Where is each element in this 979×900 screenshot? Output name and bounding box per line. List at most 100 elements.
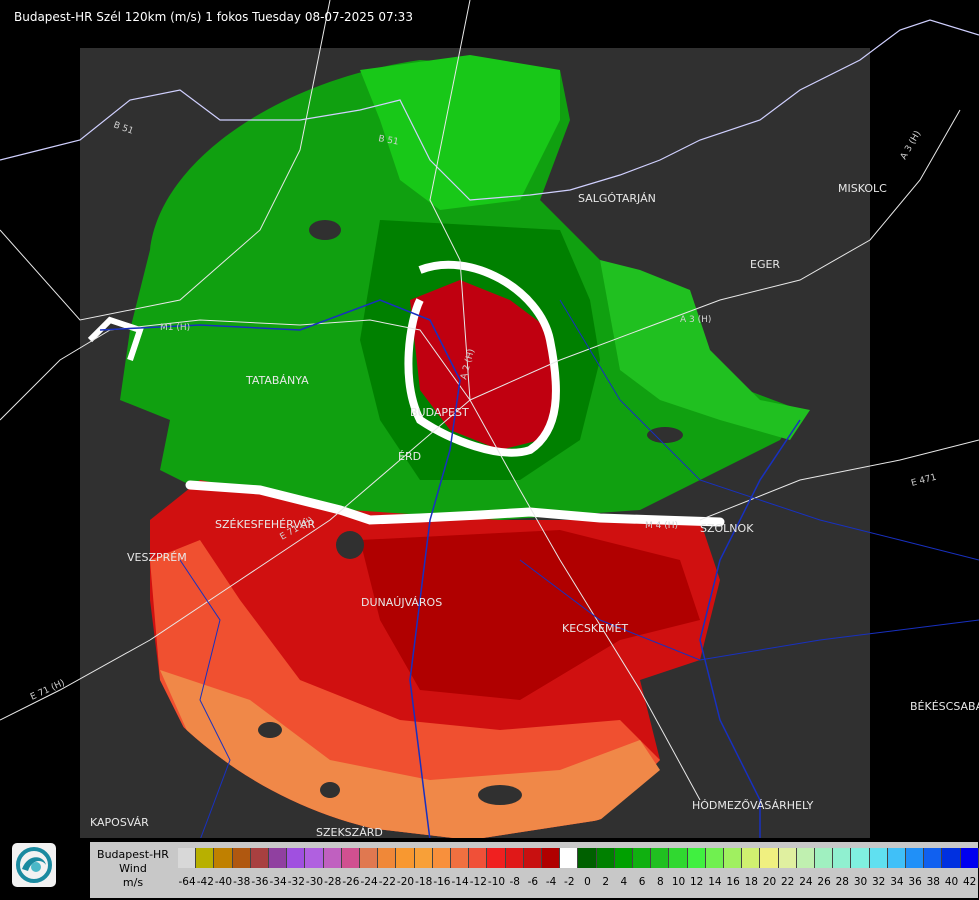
legend-swatch	[633, 848, 652, 868]
legend-tick-label: -12	[469, 876, 487, 888]
echo-green-bright	[360, 55, 560, 210]
legend-title-line: m/s	[122, 876, 144, 889]
legend-tick-label: -26	[342, 876, 360, 888]
legend-swatch	[578, 848, 597, 868]
legend-swatch	[687, 848, 706, 868]
legend-tick-label: 4	[620, 876, 628, 888]
legend-swatch	[906, 848, 925, 868]
no-echo-patch	[336, 531, 364, 559]
legend-tick-label: 6	[638, 876, 646, 888]
city-label-miskolc: MISKOLC	[838, 182, 887, 195]
color-legend: Budapest-HR Wind m/s -64 -42 -40 -38 -36 -34-…	[90, 842, 979, 898]
legend-swatch	[560, 848, 579, 868]
legend-swatch	[232, 848, 251, 868]
legend-tick-label: 18	[744, 876, 758, 888]
legend-title: Budapest-HR Wind m/s	[90, 848, 176, 890]
legend-tick-label: 34	[890, 876, 904, 888]
legend-swatch	[451, 848, 470, 868]
country-border	[0, 19, 979, 201]
legend-swatch	[523, 848, 542, 868]
legend-tick-label: 8	[656, 876, 664, 888]
legend-swatch	[505, 848, 524, 868]
legend-swatch	[815, 848, 834, 868]
legend-swatch	[487, 848, 506, 868]
legend-title-line: Wind	[119, 862, 147, 875]
legend-tick-label: -4	[545, 876, 557, 888]
tisza-river	[699, 419, 801, 840]
county-border	[519, 559, 979, 661]
road-label-e71: E 71 (H)	[29, 678, 66, 703]
legend-swatch	[869, 848, 888, 868]
legend-tick-label: -24	[360, 876, 378, 888]
city-label-erd: ÉRD	[398, 450, 421, 463]
road-line	[0, 399, 471, 721]
legend-tick-label: 2	[602, 876, 610, 888]
legend-tick-label: -32	[287, 876, 305, 888]
echo-green-east	[600, 260, 810, 440]
no-echo-patch	[258, 722, 282, 738]
county-border	[559, 299, 979, 561]
legend-tick-label: 12	[690, 876, 704, 888]
city-label-eger: EGER	[750, 258, 780, 271]
legend-swatch	[596, 848, 615, 868]
legend-swatch	[796, 848, 815, 868]
city-label-kaposvar: KAPOSVÁR	[90, 816, 149, 829]
legend-tick-label: -40	[214, 876, 233, 888]
road-label-m1: M1 (H)	[160, 323, 190, 333]
road-label-a3h: A 3 (H)	[680, 315, 711, 325]
legend-swatch	[323, 848, 342, 868]
legend-tick-label: -34	[269, 876, 287, 888]
legend-tick-label: 14	[708, 876, 722, 888]
legend-tick-label: -20	[396, 876, 415, 888]
legend-swatch	[833, 848, 852, 868]
legend-swatch	[724, 848, 743, 868]
legend-tick-label: -28	[324, 876, 342, 888]
no-echo-patch	[309, 220, 341, 240]
legend-swatch	[360, 848, 379, 868]
legend-tick-label: 28	[835, 876, 849, 888]
legend-swatch	[178, 848, 197, 868]
city-label-veszprem: VESZPRÉM	[127, 551, 187, 564]
road-label-e471: E 471	[910, 473, 937, 489]
no-echo-patch	[478, 785, 522, 805]
city-label-tatabanya: TATABÁNYA	[245, 374, 309, 387]
legend-swatch	[414, 848, 433, 868]
legend-tick-label: 38	[926, 876, 940, 888]
legend-tick-label: 20	[762, 876, 777, 888]
zero-velocity-ring	[404, 260, 560, 457]
road-label-m4: M 4 (H)	[645, 521, 678, 531]
legend-tick-label: 22	[781, 876, 795, 888]
city-label-kecskemet: KECSKEMÉT	[562, 622, 628, 635]
omsz-logo	[12, 843, 56, 887]
legend-swatch	[742, 848, 761, 868]
road-line	[0, 319, 701, 801]
road-label-a3h: A 3 (H)	[899, 129, 923, 161]
legend-tick-label: 16	[726, 876, 740, 888]
legend-tick-label: -42	[196, 876, 214, 888]
legend-tick-label: 24	[799, 876, 813, 888]
legend-swatch	[287, 848, 306, 868]
legend-swatch	[669, 848, 688, 868]
legend-tick-label: -16	[433, 876, 451, 888]
echo-dark-red	[360, 530, 700, 700]
legend-tick-label: -18	[415, 876, 433, 888]
legend-tick-label: -64	[178, 876, 196, 888]
city-label-szolnok: SZOLNOK	[700, 522, 754, 535]
legend-swatch	[305, 848, 324, 868]
zero-velocity-line	[185, 480, 725, 527]
legend-swatch	[432, 848, 451, 868]
city-label-budapest: BUDAPEST	[410, 406, 469, 419]
legend-swatch	[924, 848, 943, 868]
radar-title: Budapest-HR Szél 120km (m/s) 1 fokos Tue…	[14, 10, 413, 24]
legend-swatch	[942, 848, 961, 868]
radar-map: SALGÓTARJÁN MISKOLC EGER TATABÁNYA BUDAP…	[0, 0, 979, 841]
legend-tick-label: -22	[378, 876, 396, 888]
legend-tick-label: 36	[908, 876, 922, 888]
legend-swatch	[705, 848, 724, 868]
legend-tick-label: -30	[305, 876, 324, 888]
legend-swatch	[651, 848, 670, 868]
road-line	[0, 0, 331, 321]
county-border	[179, 559, 231, 841]
legend-tick-label: -6	[527, 876, 539, 888]
legend-tick-label: -10	[487, 876, 506, 888]
